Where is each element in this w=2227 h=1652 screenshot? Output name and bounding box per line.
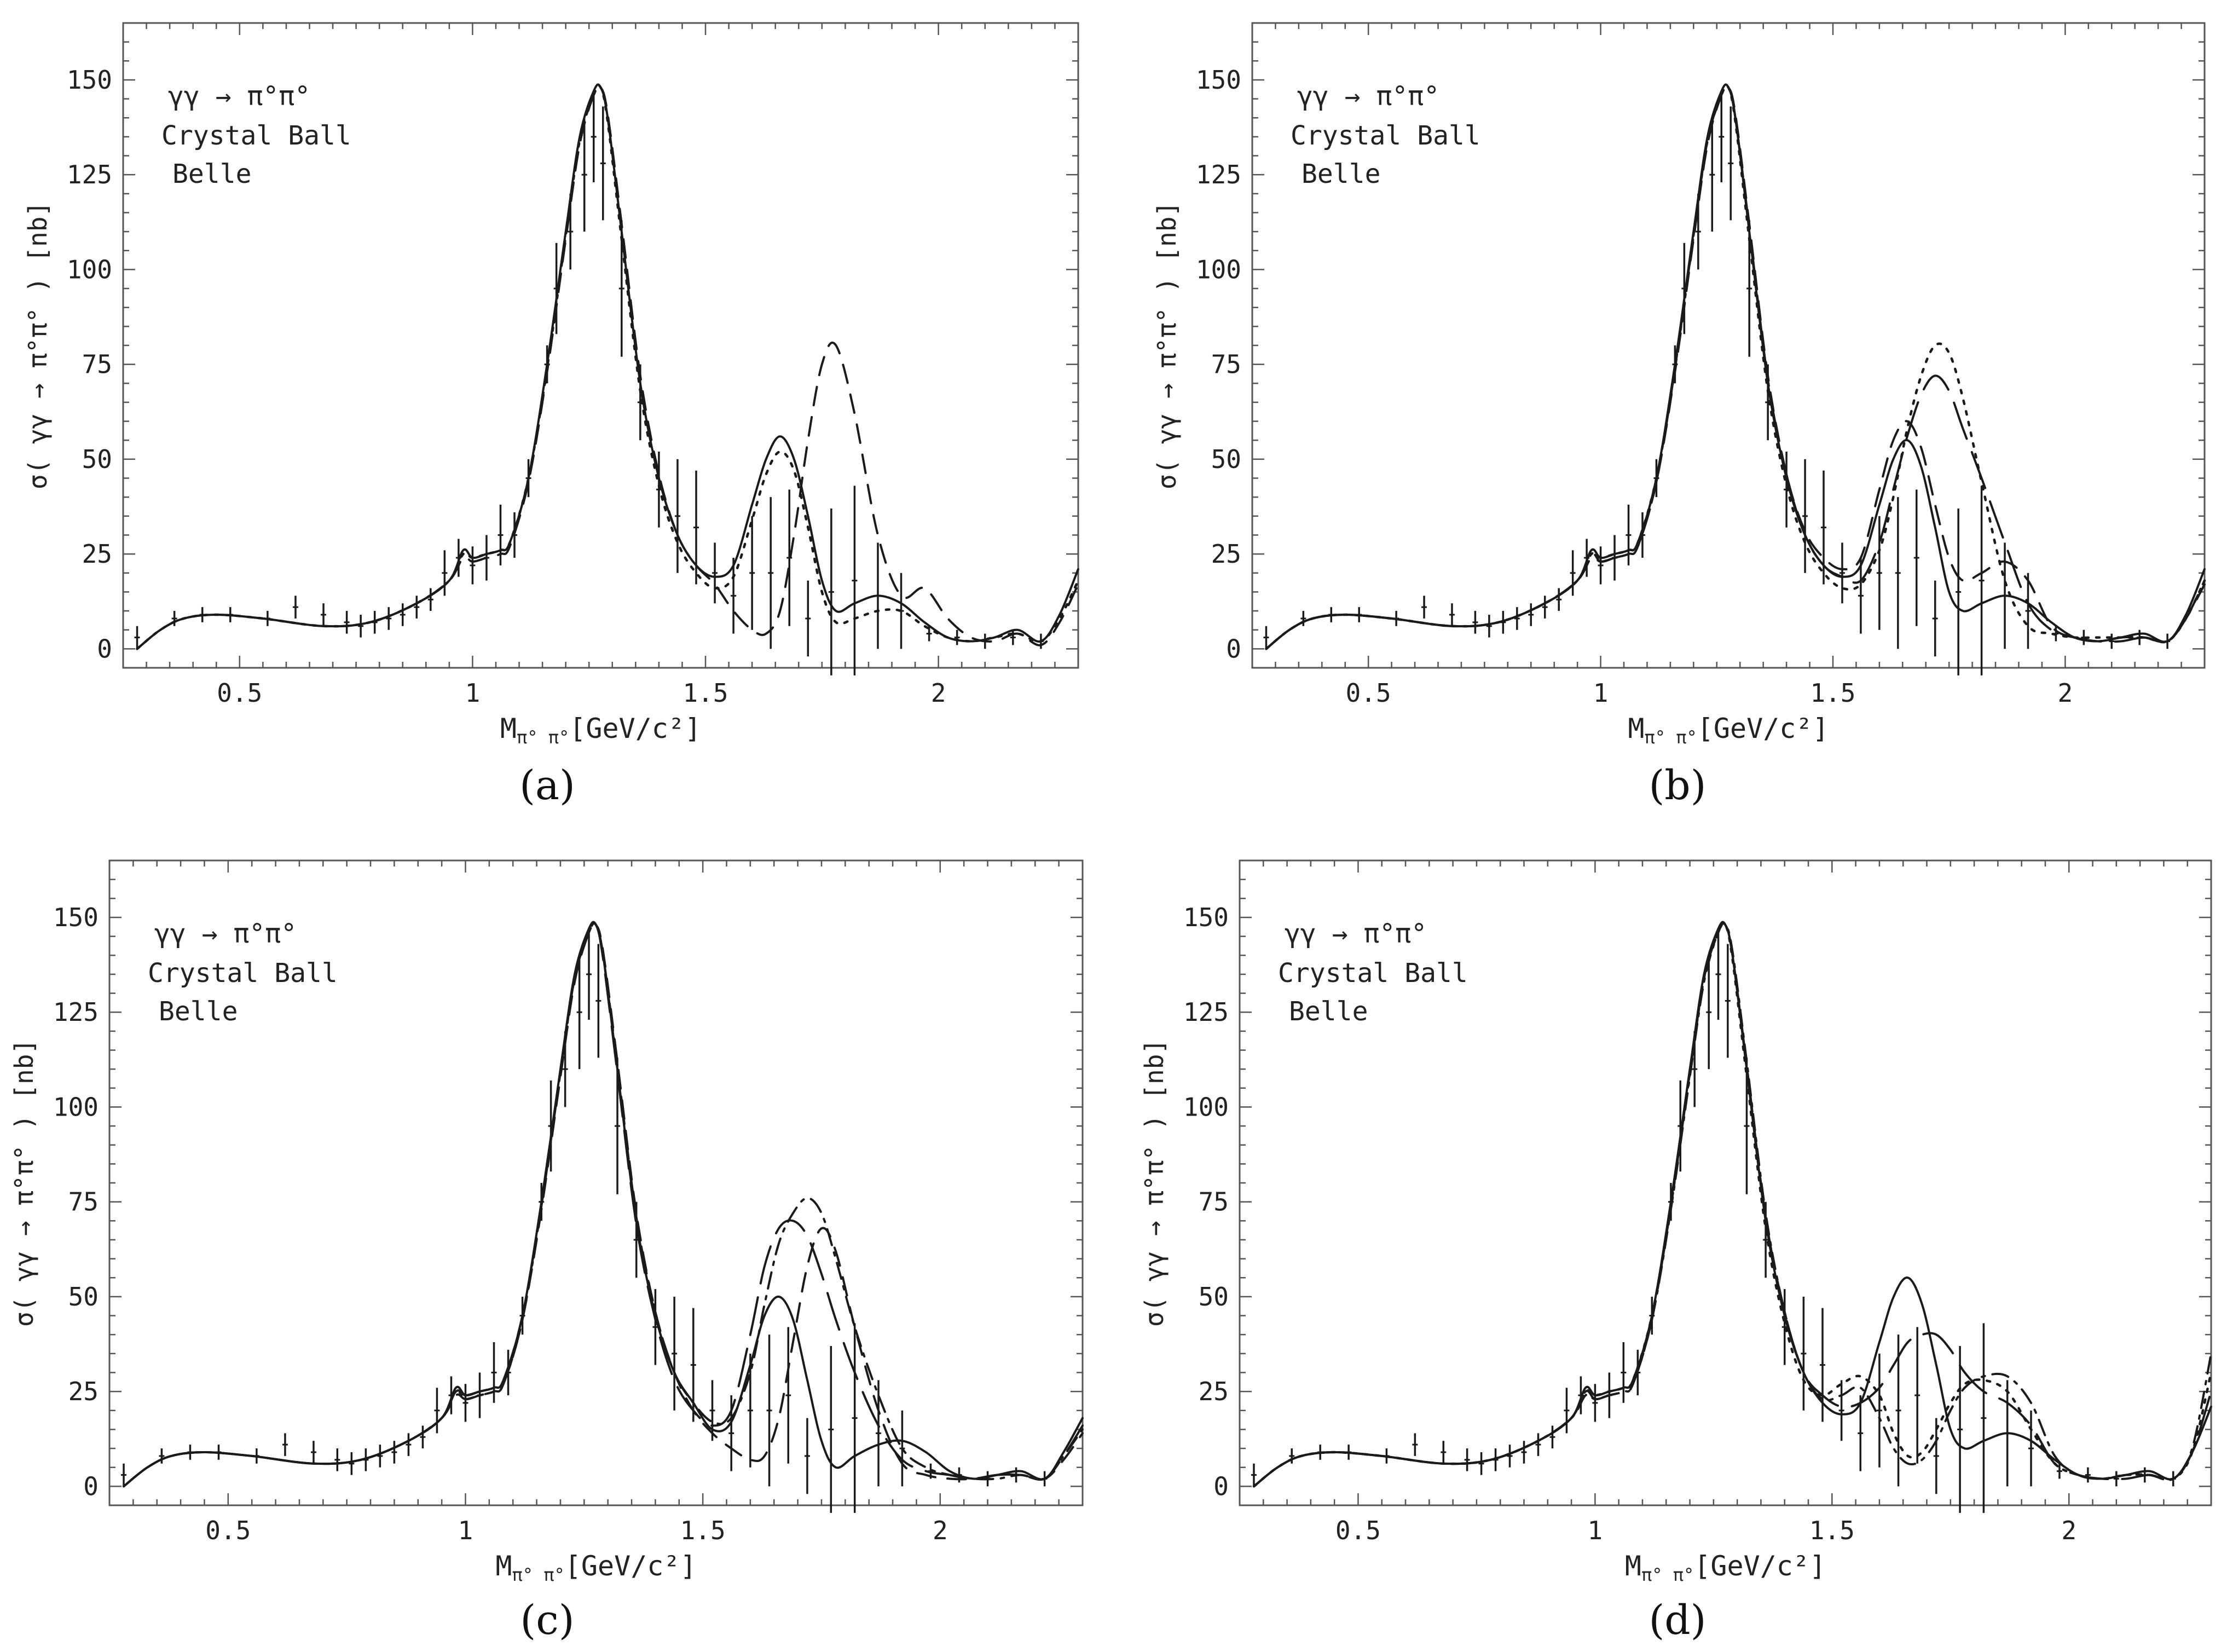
annotation-1: Crystal Ball	[148, 958, 338, 989]
x-tick-label: 0.5	[1346, 678, 1391, 708]
x-tick-label: 2	[2058, 678, 2073, 708]
panel-d-caption: (d)	[1648, 1597, 1706, 1644]
panel-c: 0.5 1 1.5 2 0 25 50 75 100 125 150 Mπ° π°[GeV/c²] σ(…	[9, 859, 1084, 1644]
panel-c-caption: (c)	[520, 1597, 574, 1644]
x-tick-label: 1	[458, 1516, 473, 1545]
y-tick-label: 75	[68, 1187, 99, 1217]
x-tick-label: 0.5	[217, 678, 262, 708]
panel-d: 0.5 1 1.5 2 0 25 50 75 100 125 150 Mπ° π°[GeV/c²] σ(…	[1139, 859, 2213, 1644]
y-tick-label: 50	[68, 1282, 99, 1312]
y-tick-label: 100	[53, 1092, 99, 1122]
y-tick-label: 150	[1196, 65, 1241, 95]
panel-a-plot: 0.5 1 1.5 2 0 25 50 75 100 125 150 Mπ° π°[GeV/c²] σ(…	[23, 22, 1080, 748]
y-axis-label: σ( γγ → π°π° ) [nb]	[23, 201, 53, 489]
panel-b-plot: 0.5 1 1.5 2 0 25 50 75 100 125 150 Mπ° π°[GeV/c²] σ(…	[1152, 22, 2206, 748]
annotation-2: Belle	[1289, 996, 1368, 1027]
series-dot-dash	[1253, 922, 2212, 1488]
annotation-2: Belle	[1302, 159, 1381, 189]
annotation-0: γγ → π°π°	[1285, 919, 1427, 949]
annotation-0: γγ → π°π°	[168, 81, 310, 112]
x-axis-label: Mπ° π°[GeV/c²]	[1625, 1550, 1826, 1585]
x-axis-label: Mπ° π°[GeV/c²]	[500, 713, 701, 748]
x-tick-label: 2	[931, 678, 946, 708]
y-tick-label: 25	[82, 539, 112, 569]
y-tick-label: 50	[1199, 1282, 1229, 1312]
y-axis-label: σ( γγ → π°π° ) [nb]	[9, 1039, 39, 1327]
y-tick-label: 125	[67, 160, 112, 189]
panel-a: 0.5 1 1.5 2 0 25 50 75 100 125 150 Mπ° π°[GeV/c²] σ(…	[23, 22, 1080, 809]
x-tick-label: 1.5	[1809, 1516, 1855, 1545]
y-tick-label: 25	[1211, 539, 1241, 569]
panel-a-caption: (a)	[519, 762, 575, 809]
x-tick-label: 0.5	[205, 1516, 251, 1545]
y-tick-label: 125	[53, 997, 99, 1027]
series-long-dash	[123, 922, 1084, 1488]
annotation-2: Belle	[159, 996, 238, 1027]
x-axis-label: Mπ° π°[GeV/c²]	[1628, 713, 1829, 748]
x-tick-label: 1.5	[680, 1516, 726, 1545]
y-tick-label: 150	[67, 65, 112, 95]
x-tick-label: 1	[1588, 1516, 1603, 1545]
y-tick-label: 125	[1183, 997, 1229, 1027]
y-tick-label: 50	[1211, 444, 1241, 474]
y-tick-label: 125	[1196, 160, 1241, 189]
y-tick-label: 0	[1226, 634, 1241, 663]
series-dotted	[1265, 84, 2206, 650]
annotation-1: Crystal Ball	[1291, 120, 1480, 151]
y-axis-label: σ( γγ → π°π° ) [nb]	[1139, 1039, 1169, 1327]
y-tick-label: 150	[53, 903, 99, 932]
x-tick-label: 2	[933, 1516, 948, 1545]
y-tick-label: 75	[1211, 350, 1241, 379]
annotation-0: γγ → π°π°	[154, 919, 297, 949]
y-tick-label: 75	[1199, 1187, 1229, 1217]
panel-b: 0.5 1 1.5 2 0 25 50 75 100 125 150 Mπ° π°[GeV/c²] σ(…	[1152, 22, 2206, 809]
annotation-2: Belle	[172, 159, 252, 189]
y-tick-label: 0	[1213, 1471, 1229, 1501]
x-tick-label: 1	[1593, 678, 1609, 708]
panel-b-caption: (b)	[1648, 762, 1706, 809]
y-tick-label: 50	[82, 444, 112, 474]
y-tick-label: 100	[1183, 1092, 1229, 1122]
y-axis-label: σ( γγ → π°π° ) [nb]	[1152, 201, 1182, 489]
x-tick-label: 2	[2061, 1516, 2076, 1545]
y-tick-label: 25	[1199, 1377, 1229, 1406]
annotation-0: γγ → π°π°	[1297, 81, 1439, 112]
x-tick-label: 1.5	[1810, 678, 1855, 708]
x-tick-label: 0.5	[1335, 1516, 1381, 1545]
panel-c-plot: 0.5 1 1.5 2 0 25 50 75 100 125 150 Mπ° π°[GeV/c²] σ(…	[9, 859, 1084, 1585]
x-tick-label: 1.5	[682, 678, 728, 708]
series-dashed	[136, 85, 1079, 650]
panel-d-plot: 0.5 1 1.5 2 0 25 50 75 100 125 150 Mπ° π°[GeV/c²] σ(…	[1139, 859, 2213, 1585]
y-tick-label: 150	[1183, 903, 1229, 932]
y-tick-label: 75	[82, 350, 112, 379]
annotation-1: Crystal Ball	[161, 120, 351, 151]
x-axis-label: Mπ° π°[GeV/c²]	[495, 1550, 696, 1585]
y-tick-label: 0	[97, 634, 112, 663]
y-tick-label: 25	[68, 1377, 99, 1406]
series-dotted	[136, 84, 1080, 650]
y-tick-label: 0	[83, 1471, 99, 1501]
x-tick-label: 1	[465, 678, 481, 708]
annotation-1: Crystal Ball	[1278, 958, 1468, 989]
y-tick-label: 100	[1196, 255, 1241, 284]
y-tick-label: 100	[67, 255, 112, 284]
